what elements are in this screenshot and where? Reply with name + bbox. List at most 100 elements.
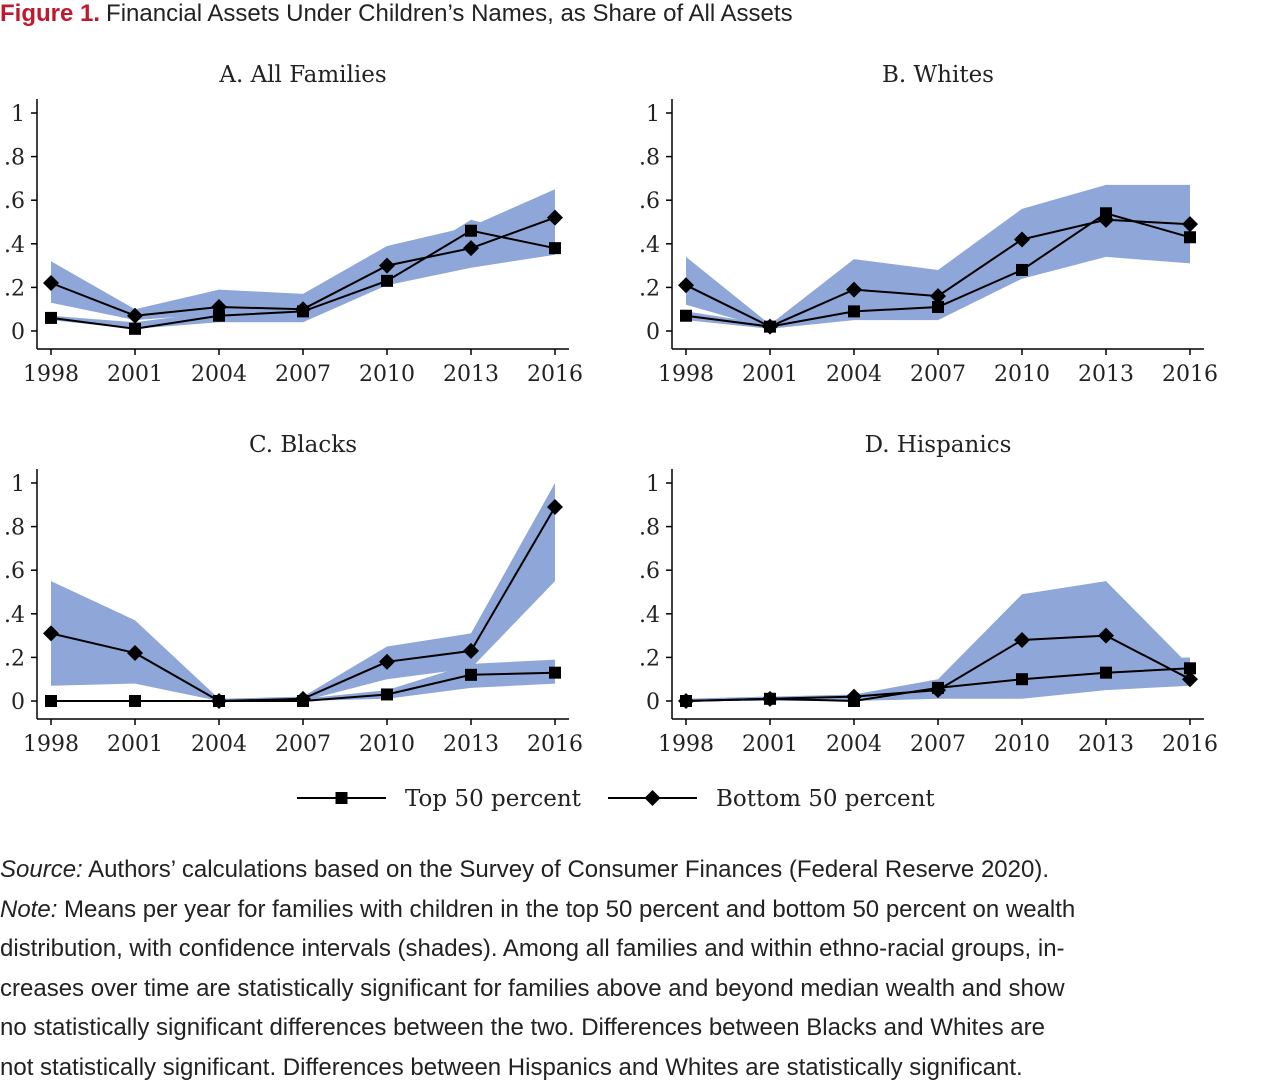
top-50-point [381,274,393,287]
bottom-50-point [127,645,143,662]
y-tick-label: .6 [639,189,660,214]
x-tick-label: 2016 [527,732,583,757]
x-tick-label: 2010 [994,732,1050,757]
bottom-50-point [678,277,694,294]
x-tick-label: 2007 [910,362,966,387]
y-tick-label: .4 [4,233,25,258]
x-tick-label: 2001 [742,362,798,387]
x-tick-label: 2007 [275,732,331,757]
x-tick-label: 1998 [23,362,79,387]
bottom-50-point [211,693,227,709]
x-tick-label: 2013 [1078,362,1134,387]
panel-blacks: C. Blacks 0 .2 .4 .6 .8 1 1998 2001 2004 2007 2010 2… [4,432,583,757]
bottom-50-confidence-band [686,581,1190,701]
x-tick-label: 1998 [658,732,714,757]
x-tick-label: 2004 [191,362,247,387]
bottom-50-confidence-band [51,483,555,701]
x-tick-label: 2010 [994,362,1050,387]
x-tick-label: 2007 [910,732,966,757]
chart-grid: A. All Families 0 .2 .4 .6 .8 1 1998 2001 2004 200… [4,62,1218,812]
top-50-point [213,309,225,322]
figure-label: Figure 1. [0,0,101,27]
y-tick-label: .8 [4,516,25,541]
note-line-5: not statistically significant. Differenc… [0,1053,1023,1081]
x-tick-label: 2007 [275,362,331,387]
bottom-50-point [295,690,311,707]
y-tick-label: .6 [4,559,25,584]
x-tick-label: 2004 [826,732,882,757]
top-50-point [549,242,561,255]
top-50-point [932,301,944,314]
y-tick-label: 1 [646,102,660,127]
x-tick-label: 1998 [23,732,79,757]
top-50-point [549,666,561,679]
y-tick-label: .6 [639,559,660,584]
panel-title: B. Whites [882,62,994,88]
y-tick-label: .6 [4,189,25,214]
bottom-50-point [1182,216,1198,233]
top-50-confidence-band [51,659,555,701]
bottom-50-confidence-band [686,184,1190,329]
bottom-50-point [1098,627,1114,644]
x-tick-label: 2001 [107,732,163,757]
bottom-50-point [930,288,946,305]
x-tick-label: 2013 [1078,732,1134,757]
bottom-50-point [1182,671,1198,688]
y-tick-label: 0 [11,320,25,345]
bottom-50-point [846,281,862,298]
bottom-50-point [762,690,778,707]
bottom-50-point [463,240,479,257]
x-tick-label: 2016 [1162,362,1218,387]
y-tick-label: 0 [11,690,25,715]
y-tick-label: .2 [4,646,25,671]
y-tick-label: 0 [646,320,660,345]
panel-title: D. Hispanics [865,432,1012,458]
top-50-point [45,311,57,324]
top-50-point [1184,231,1196,244]
bottom-50-point [379,653,395,670]
bottom-50-point [211,299,227,316]
top-50-point [45,695,57,707]
note-label: Note: [0,895,58,923]
bottom-50-point [678,693,694,709]
y-tick-label: .8 [4,146,25,171]
note-line-1: Note: Means per year for families with c… [0,890,1280,930]
y-tick-label: .2 [639,646,660,671]
figure-title: Financial Assets Under Children’s Names,… [106,0,793,27]
bottom-50-point [547,209,563,226]
panel-title: C. Blacks [249,432,357,458]
y-tick-label: .8 [639,516,660,541]
legend-label: Bottom 50 percent [716,786,935,812]
x-tick-label: 2016 [527,362,583,387]
top-50-point [129,322,141,335]
y-tick-label: .4 [639,603,660,628]
y-tick-label: 1 [11,472,25,497]
panel-hispanics: D. Hispanics 0 .2 .4 .6 .8 1 1998 2001 2004 2007 20… [639,432,1218,757]
legend-label: Top 50 percent [405,786,582,812]
bottom-50-point [295,301,311,318]
y-tick-label: .2 [4,276,25,301]
figure-header: Figure 1. Financial Assets Under Children… [0,0,1280,30]
source-text: Authors’ calculations based on the Surve… [82,856,1049,883]
y-tick-label: .4 [4,603,25,628]
top-50-point [1100,666,1112,679]
panel-title: A. All Families [218,62,386,88]
x-tick-label: 2001 [107,362,163,387]
x-tick-label: 1998 [658,362,714,387]
note-text-1: Means per year for families with childre… [57,895,1076,923]
x-tick-label: 2004 [826,362,882,387]
note-line-2: distribution, with confidence intervals … [0,935,1065,963]
bottom-50-point [463,642,479,659]
bottom-50-point [1014,231,1030,248]
bottom-50-confidence-band [51,189,555,321]
top-50-point [680,309,692,322]
legend-diamond-marker [644,790,661,806]
y-tick-label: 1 [646,472,660,497]
x-tick-label: 2004 [191,732,247,757]
y-tick-label: 0 [646,690,660,715]
figure-caption: Source: Authors’ calculations based on t… [0,850,1280,1088]
source-label: Source: [0,856,83,883]
panel-whites: B. Whites 0 .2 .4 .6 .8 1 1998 2001 2004 2007 2010 2… [639,62,1218,387]
x-tick-label: 2010 [359,362,415,387]
bottom-50-point [846,688,862,705]
